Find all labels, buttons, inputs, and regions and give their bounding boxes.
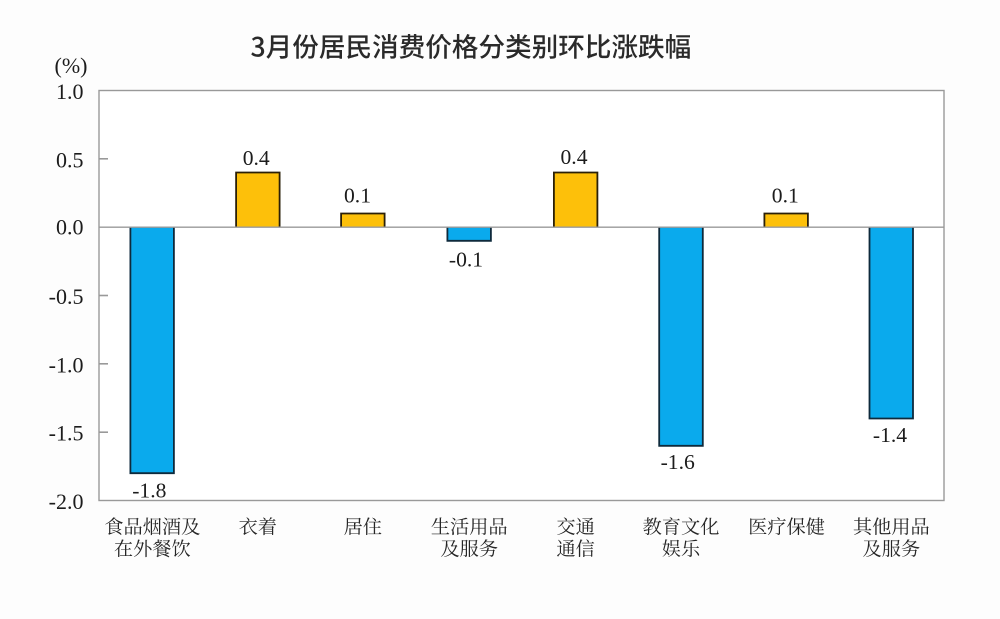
svg-text:-1.8: -1.8 — [132, 479, 166, 503]
svg-text:0.1: 0.1 — [772, 183, 799, 207]
svg-text:-1.6: -1.6 — [661, 450, 695, 474]
svg-text:0.4: 0.4 — [243, 146, 270, 170]
svg-text:(%): (%) — [55, 53, 88, 78]
svg-text:-1.4: -1.4 — [873, 423, 907, 447]
svg-text:0.1: 0.1 — [344, 183, 371, 207]
svg-text:0.4: 0.4 — [561, 145, 588, 169]
svg-text:-2.0: -2.0 — [49, 489, 84, 514]
svg-text:-0.5: -0.5 — [49, 284, 84, 309]
svg-text:-1.0: -1.0 — [49, 352, 84, 377]
svg-text:0.0: 0.0 — [56, 215, 84, 240]
svg-text:-0.1: -0.1 — [449, 248, 483, 272]
svg-text:-1.5: -1.5 — [49, 421, 84, 446]
svg-text:0.5: 0.5 — [56, 147, 84, 172]
svg-text:1.0: 1.0 — [56, 79, 84, 104]
